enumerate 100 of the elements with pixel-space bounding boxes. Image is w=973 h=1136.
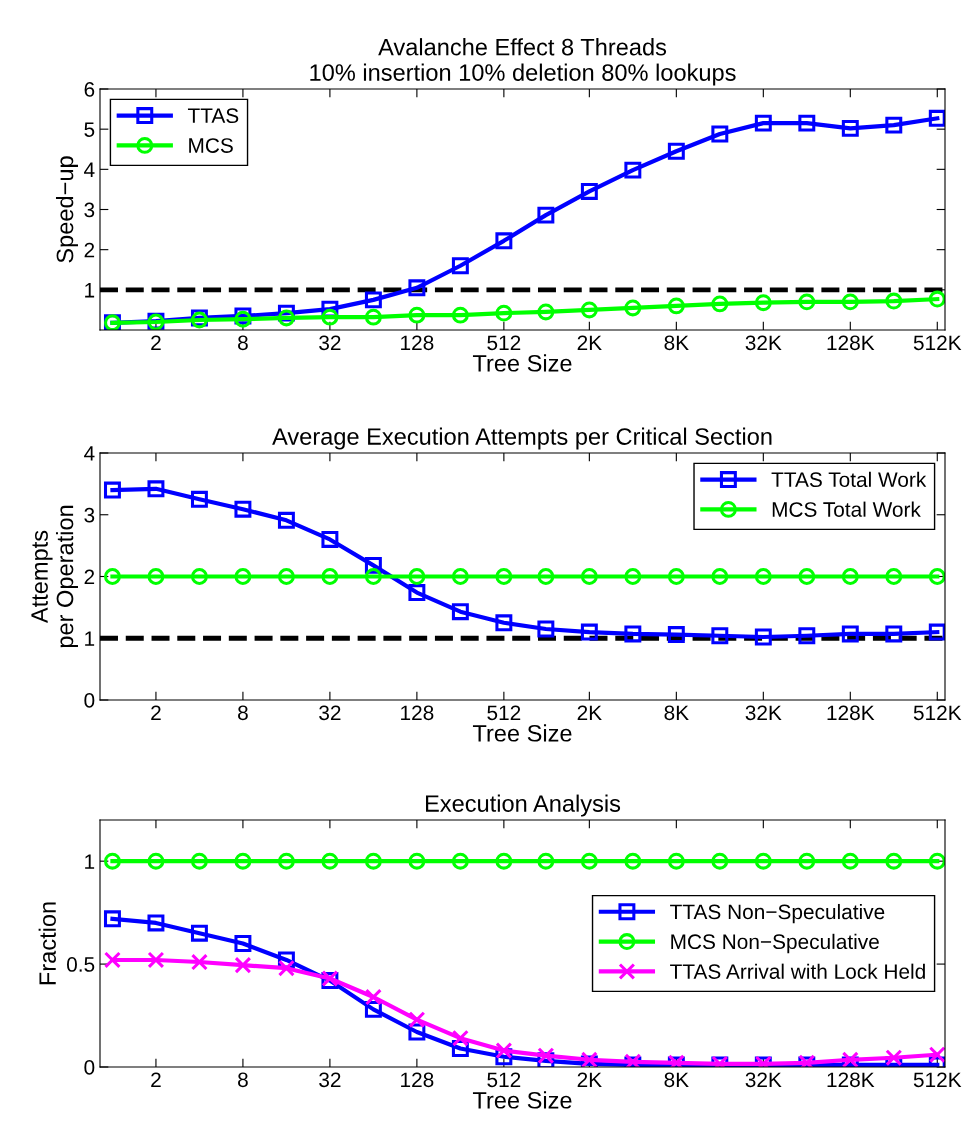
point [451,306,469,324]
point [885,1049,903,1067]
point [234,500,252,518]
x-tick-label: 512 [487,335,521,351]
point [321,852,339,870]
point [147,480,165,498]
y-axis-title: Attempts per Operation [31,505,78,648]
point [580,301,598,319]
point [495,852,513,870]
point [147,852,165,870]
point [190,568,208,585]
point [190,953,208,971]
point [495,568,513,585]
point [103,568,121,585]
chart-title: Average Execution Attempts per Critical Section [272,427,772,450]
y-tick-label: 4 [84,162,95,177]
point [190,924,208,942]
x-tick-label: 2K [577,1072,602,1087]
y-tick-label: 2 [84,242,95,258]
point [103,951,121,969]
x-tick-label: 2 [151,335,161,350]
point [364,308,382,326]
x-tick-label: 8K [664,1072,689,1088]
x-tick-label: 2K [577,705,602,720]
x-tick-label: 128K [827,705,875,721]
y-tick-label: 0 [84,1060,95,1075]
point [624,568,642,585]
point [408,584,426,602]
point [667,142,685,160]
point [711,852,729,870]
point [798,627,816,645]
point [103,852,121,870]
y-tick-label: 0 [84,693,95,708]
chart-title: Avalanche Effect 8 Threads [378,38,667,56]
y-axis-title: Fraction [38,902,56,985]
point [667,852,685,870]
x-tick-label: 128 [401,1072,434,1088]
point [408,852,426,870]
y-tick-label: 1 [85,631,95,646]
point [624,852,642,870]
point [147,568,165,585]
point [408,306,426,324]
x-tick-label: 8 [238,335,248,351]
x-tick-label: 32 [319,335,341,351]
point [495,1042,513,1060]
point [277,309,295,327]
point [364,988,382,1006]
point [451,603,469,621]
point [624,299,642,317]
point [580,1051,598,1067]
point [321,530,339,548]
x-tick-label: 32 [319,1072,341,1088]
point [841,293,859,311]
point [234,935,252,952]
point [798,852,816,870]
x-tick-label: 8K [664,335,689,351]
x-axis-title: Tree Size [472,354,572,372]
point [711,568,729,585]
point [798,114,816,132]
point [277,568,295,585]
point [147,951,165,969]
x-tick-label: 512K [913,335,962,351]
point [885,292,903,310]
point [537,303,555,321]
x-tick-label: 32K [745,1072,782,1088]
legend-label: MCS Non−Speculative [671,933,879,954]
y-tick-label: 4 [84,446,95,461]
point [841,852,859,870]
x-axis-title: Tree Size [472,1091,572,1109]
x-tick-label: 128 [401,335,434,351]
point [451,257,469,275]
y-axis-title: Speed−up [55,156,78,263]
point [841,1051,859,1067]
legend-label: TTAS Arrival with Lock Held [670,963,925,979]
y-tick-label: 5 [84,122,95,137]
x-tick-label: 8 [238,705,248,721]
chart-subtitle: 10% insertion 10% deletion 80% lookups [310,63,736,86]
point [495,304,513,322]
point [277,511,295,529]
x-axis-title: Tree Size [472,724,572,742]
point [495,614,513,632]
point [928,1046,945,1064]
x-tick-label: 8K [664,705,689,721]
point [277,852,295,870]
point [537,206,555,224]
point [928,109,945,127]
point [754,568,772,585]
point [277,959,295,977]
point [841,119,859,137]
y-tick-label: 3 [84,507,95,523]
point [234,852,252,870]
point [147,914,165,932]
chart-title: Execution Analysis [426,794,621,817]
x-tick-label: 128 [401,705,434,721]
x-tick-label: 32K [745,705,782,721]
point [711,125,729,143]
x-tick-label: 128K [827,335,875,351]
x-tick-label: 512 [487,705,521,721]
point [754,628,772,646]
point [624,625,642,643]
